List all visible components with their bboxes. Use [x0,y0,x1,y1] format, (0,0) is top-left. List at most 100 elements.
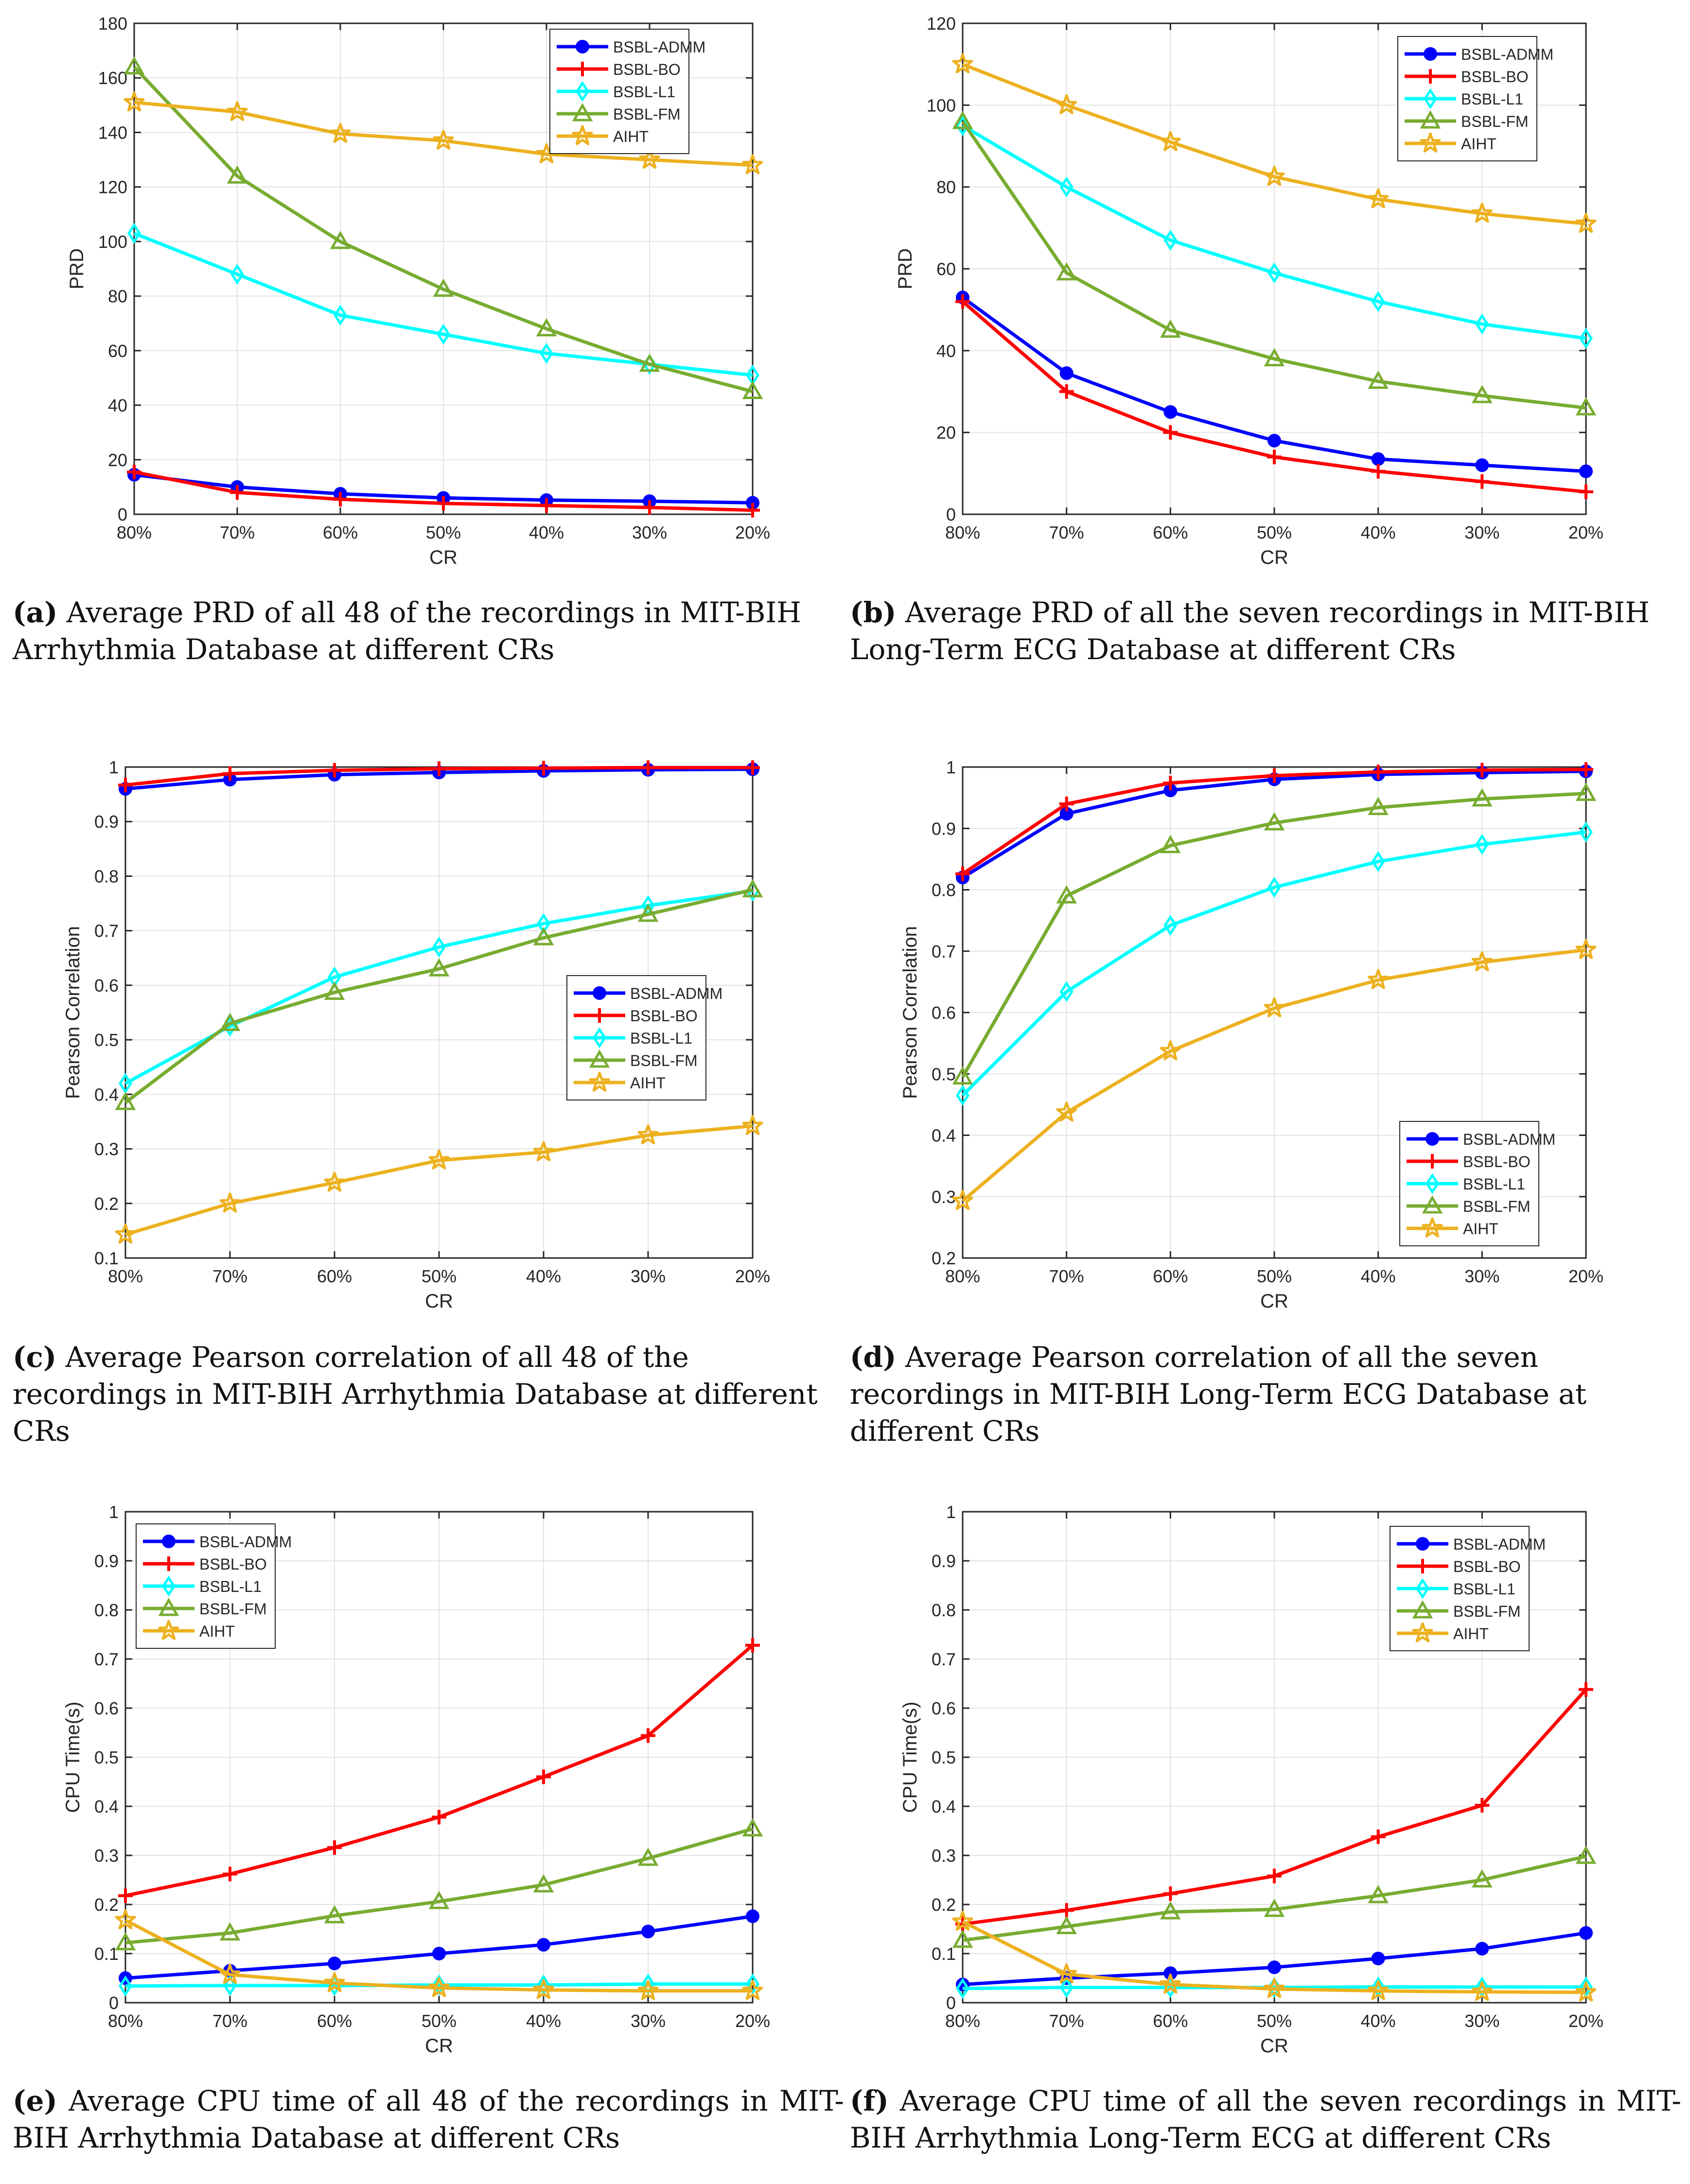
legend-label: BSBL-L1 [1453,1580,1515,1598]
x-tick-label: 60% [323,523,358,542]
data-point [1267,450,1282,465]
caption-c-text: Average Pearson correlation of all 48 of… [13,1341,818,1448]
data-point [1575,939,1597,959]
data-point [1475,458,1489,472]
legend-marker [576,81,589,102]
series-line [133,66,753,393]
data-point [1368,1885,1389,1904]
data-point [742,1818,763,1836]
data-point [536,761,551,776]
data-point [537,1938,550,1952]
series-AIHT [952,53,1597,233]
y-tick-label: 0.5 [94,1747,119,1767]
legend-marker [1422,1195,1443,1214]
data-point [219,1963,241,1984]
data-point [1264,997,1285,1017]
data-point [119,1975,132,1997]
data-point [219,1192,241,1213]
data-point [1056,1963,1077,1984]
chart-b: 80% 70% 60% 50% 40% 30% 20% 0 20 40 60 80 100 120 CR PR… [895,14,1603,568]
data-point [956,1978,969,1999]
legend-marker [1422,1217,1443,1238]
data-point [1579,762,1593,777]
y-tick-label: 140 [98,122,127,142]
data-point [115,1909,136,1929]
data-point [952,110,973,129]
data-point [1059,176,1074,198]
legend-label: AIHT [1453,1625,1489,1642]
legend-marker [1412,1622,1433,1642]
data-point [1579,484,1593,499]
legend-label: BSBL-L1 [613,83,675,101]
y-tick-label: 0.3 [932,1846,956,1866]
y-tick-label: 0.9 [932,819,956,839]
data-point [1371,1952,1385,1966]
y-tick-label: 0.5 [94,1030,119,1050]
data-point [637,1980,659,2000]
y-axis-label: CPU Time(s) [62,1702,84,1813]
y-tick-label: 120 [98,177,127,197]
y-tick-label: 0.7 [932,1649,956,1669]
data-point [1160,1040,1181,1061]
data-point [637,1124,659,1145]
data-point [432,936,446,958]
data-point [324,1972,345,1992]
legend-marker [1425,1154,1440,1169]
y-axis-label: CPU Time(s) [899,1702,921,1813]
data-point [1163,425,1178,440]
legend-label: BSBL-BO [199,1555,267,1573]
x-tick-label: 30% [631,1266,666,1286]
data-point [330,230,351,249]
data-point [1575,397,1597,416]
data-point [118,1888,133,1903]
legend-label: BSBL-ADMM [613,38,705,56]
data-point [1471,951,1493,972]
data-point [1475,314,1489,335]
y-tick-label: 160 [98,68,127,88]
legend-marker [1415,1559,1430,1573]
data-point [952,1929,973,1948]
chart-c: 80% 70% 60% 50% 40% 30% 20% 0.1 0.2 0.3 0.4 0.5 0.6 0… [62,757,770,1312]
data-point [324,1905,345,1923]
data-point [227,165,248,184]
data-point [433,279,454,297]
data-point [637,903,659,922]
x-tick-label: 50% [1257,523,1292,542]
y-tick-label: 0 [946,505,956,524]
series-line [962,62,1586,226]
series-BSBL-FM [952,110,1597,416]
y-tick-label: 0.3 [94,1846,119,1866]
series-AIHT [115,1909,763,2000]
y-tick-label: 0.7 [94,921,119,941]
legend-marker [576,40,589,53]
caption-b-text: Average PRD of all the seven recordings … [850,596,1650,666]
data-point [742,381,763,399]
data-point [1472,788,1493,807]
data-point [956,115,969,137]
legend-label: BSBL-ADMM [1453,1536,1546,1553]
data-point [1579,821,1593,843]
y-tick-label: 1 [946,1502,956,1522]
data-point [952,1190,973,1210]
data-point [641,1924,655,1939]
legend: BSBL-ADMM BSBL-BO BSBL-L1 BSBL-FM AIHT [1397,36,1553,161]
legend-label: AIHT [630,1074,666,1092]
data-point [1059,981,1074,1002]
y-tick-label: 0.1 [94,1944,119,1964]
legend-label: BSBL-BO [1461,68,1529,86]
caption-d-text: Average Pearson correlation of all the s… [850,1341,1587,1448]
y-tick-label: 0.8 [932,1600,956,1620]
y-tick-label: 20 [108,450,127,470]
series-BSBL-BO [955,1682,1593,1932]
legend-label: BSBL-FM [630,1052,698,1069]
data-point [639,149,660,169]
caption-a: (a) Average PRD of all 48 of the recordi… [13,594,844,668]
data-point [1268,434,1281,448]
data-point [433,129,454,150]
legend-label: BSBL-FM [199,1600,267,1618]
y-tick-label: 60 [936,259,956,279]
series-BSBL-BO [955,762,1593,881]
legend-label: BSBL-L1 [1463,1175,1525,1193]
